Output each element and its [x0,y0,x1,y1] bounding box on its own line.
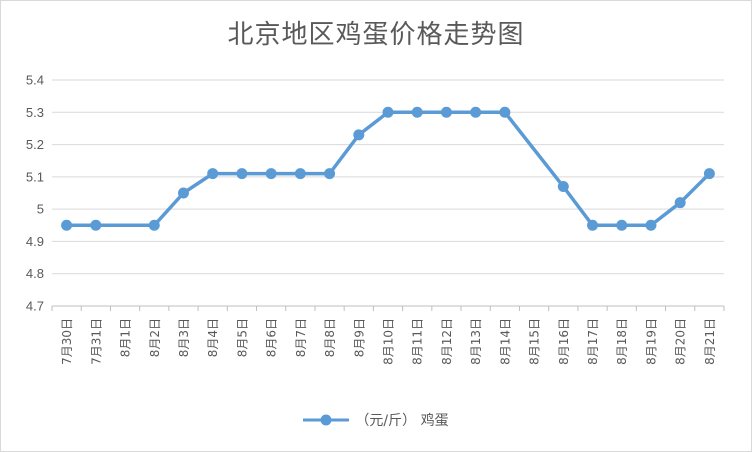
x-tick-label: 8月12日 [440,318,454,365]
data-point [411,106,423,118]
x-tick-label: 8月9日 [352,318,366,357]
data-point [587,219,599,231]
y-tick-label: 4.9 [26,234,44,249]
x-tick-label: 8月7日 [294,318,308,357]
y-tick-label: 5.3 [26,105,44,120]
data-point [499,106,511,118]
data-point [382,106,394,118]
y-tick-label: 5.1 [26,169,44,184]
x-tick-label: 8月20日 [674,318,688,365]
x-tick-label: 8月16日 [557,318,571,365]
x-tick-label: 8月4日 [206,318,220,357]
y-tick-label: 5.4 [26,73,44,88]
data-point [294,168,306,180]
data-point [703,168,715,180]
x-tick-label: 8月11日 [411,318,425,365]
data-point [177,187,189,199]
legend: （元/斤） 鸡蛋 [0,410,752,431]
data-point [470,106,482,118]
x-tick-label: 8月17日 [586,318,600,365]
x-tick-label: 7月30日 [60,318,74,365]
x-tick-label: 8月3日 [177,318,191,357]
data-point [236,168,248,180]
data-point [616,219,628,231]
x-tick-label: 8月6日 [265,318,279,357]
y-tick-label: 5.2 [26,137,44,152]
x-tick-label: 8月5日 [235,318,249,357]
data-point [265,168,277,180]
data-point [207,168,219,180]
data-point [645,219,657,231]
x-axis: 7月30日 7月31日 8月1日 8月2日 8月3日 8月4日 8月5日 8月6日 8月7日 8月… [51,306,725,365]
x-tick-label: 8月1日 [119,318,133,357]
x-tick-label: 8月18日 [615,318,629,365]
data-point [353,129,365,141]
x-tick-label: 8月21日 [703,318,717,365]
data-point [557,181,569,193]
x-tick-label: 7月31日 [89,318,103,365]
legend-label: （元/斤） 鸡蛋 [355,413,449,429]
x-tick-label: 8月19日 [644,318,658,365]
data-point [440,106,452,118]
x-tick-label: 8月10日 [382,318,396,365]
chart-title: 北京地区鸡蛋价格走势图 [227,20,525,50]
data-point [61,219,73,231]
data-point [674,197,686,209]
x-tick-label: 8月13日 [469,318,483,365]
x-tick-label: 8月14日 [498,318,512,365]
x-tick-label: 8月15日 [528,318,542,365]
x-tick-label: 8月8日 [323,318,337,357]
data-point [324,168,336,180]
data-point [90,219,102,231]
series-line [66,110,711,228]
legend-marker [303,414,350,426]
y-tick-label: 4.8 [26,266,44,281]
y-axis: 4.7 4.8 4.9 5 5.1 5.2 5.3 5.4 [26,73,44,314]
series-layer [61,106,715,231]
y-tick-label: 5 [37,202,44,217]
x-tick-label: 8月2日 [148,318,162,357]
data-point [148,219,160,231]
y-tick-label: 4.7 [26,299,44,314]
